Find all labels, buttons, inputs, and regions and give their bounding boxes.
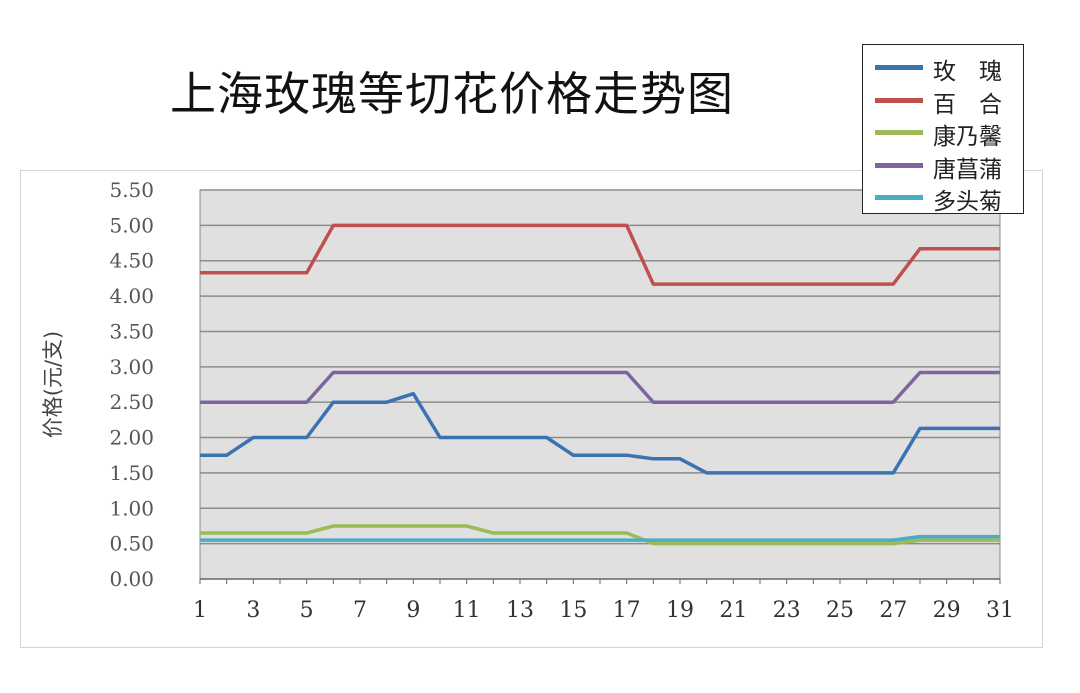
legend-item: 康乃馨 (863, 116, 1025, 150)
y-tick-label: 4.50 (109, 249, 154, 273)
legend-label: 玫 瑰 (933, 59, 1002, 85)
legend-label: 康乃馨 (933, 124, 1002, 150)
plot-area (199, 189, 1001, 580)
legend-swatch (875, 65, 923, 70)
chart-title: 上海玫瑰等切花价格走势图 (170, 67, 734, 121)
y-tick-label: 5.50 (109, 178, 154, 202)
legend-swatch (875, 97, 923, 103)
legend-swatch (875, 195, 923, 200)
series-line (200, 524, 1000, 546)
x-tick-label: 21 (719, 598, 747, 623)
legend-swatch (875, 162, 923, 168)
series-line (200, 391, 1000, 475)
x-tick-label: 9 (406, 598, 420, 623)
y-tick-label: 1.00 (109, 496, 154, 520)
y-tick-label: 4.00 (109, 284, 154, 308)
legend-label: 百 合 (933, 91, 1002, 118)
x-tick-label: 3 (246, 598, 260, 623)
x-tick-label: 1 (193, 598, 207, 623)
x-tick-label: 25 (826, 598, 854, 623)
y-tick-label: 2.50 (109, 390, 154, 414)
y-tick-label: 5.00 (109, 213, 154, 237)
legend-item: 玫 瑰 (863, 51, 1025, 85)
x-tick-label: 29 (933, 598, 961, 623)
y-tick-label: 3.00 (109, 355, 154, 379)
x-tick-label: 5 (300, 598, 314, 623)
y-tick-label: 0.50 (109, 532, 154, 556)
series-line (200, 223, 1000, 286)
x-tick-label: 31 (986, 598, 1014, 623)
legend-item: 多头菊 (863, 181, 1025, 215)
series-line (200, 534, 1000, 542)
x-tick-label: 13 (506, 598, 534, 623)
legend-swatch (875, 130, 923, 135)
legend-item: 百 合 (863, 84, 1025, 118)
legend: 玫 瑰百 合康乃馨唐菖蒲多头菊 (862, 44, 1025, 215)
series-line (200, 370, 1000, 404)
y-tick-label: 3.50 (109, 319, 154, 343)
y-tick-label: 0.00 (109, 567, 154, 591)
x-tick-label: 11 (453, 598, 481, 623)
legend-item: 唐菖蒲 (863, 149, 1025, 183)
y-tick-label: 2.00 (109, 426, 154, 450)
x-tick-label: 23 (773, 598, 801, 623)
legend-label: 多头菊 (933, 189, 1002, 215)
x-tick-label: 15 (559, 598, 587, 623)
legend-label: 唐菖蒲 (933, 156, 1002, 183)
x-tick-label: 27 (879, 598, 907, 623)
chart-frame (20, 170, 1043, 648)
x-tick-label: 7 (353, 598, 367, 623)
x-tick-label: 17 (613, 598, 641, 623)
y-axis-label: 价格(元/支) (41, 331, 65, 438)
y-tick-label: 1.50 (109, 461, 154, 485)
x-tick-label: 19 (666, 598, 694, 623)
